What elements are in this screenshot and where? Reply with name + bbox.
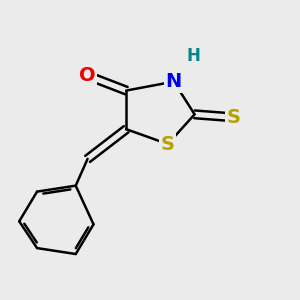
Text: H: H (186, 47, 200, 65)
Text: N: N (166, 72, 182, 91)
Text: S: S (226, 108, 240, 127)
Text: O: O (79, 66, 96, 85)
Text: S: S (161, 135, 175, 154)
